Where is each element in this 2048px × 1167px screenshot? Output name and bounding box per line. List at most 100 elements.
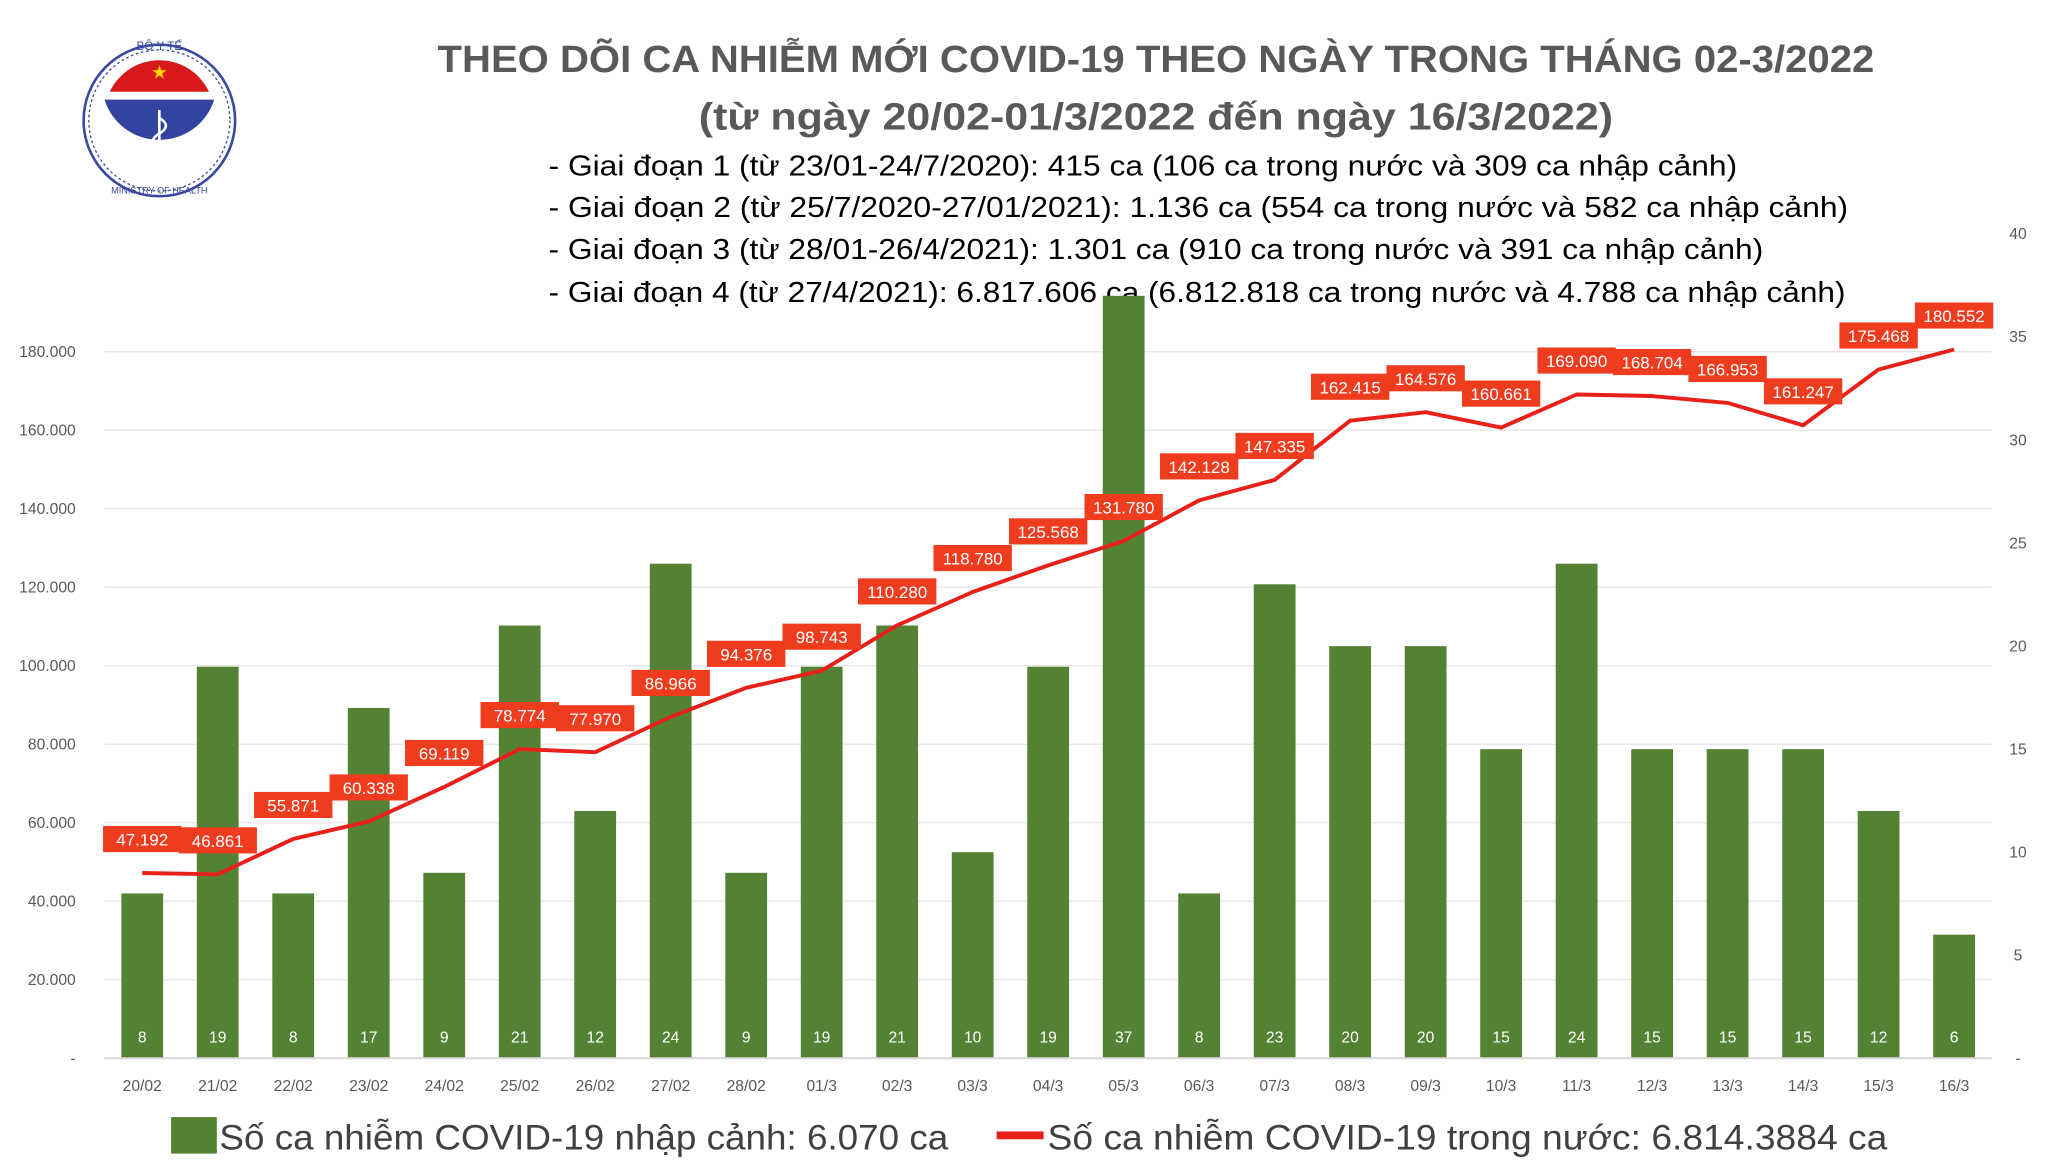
line-label-box	[933, 544, 1012, 572]
x-axis-tick: 08/3	[1335, 1078, 1366, 1095]
line-value-label: 175.468	[1848, 327, 1909, 346]
x-axis-tick: 09/3	[1410, 1078, 1441, 1095]
bar	[121, 893, 164, 1059]
line-value-label: 55.871	[267, 797, 319, 816]
stage-3: - Giai đoạn 3 (từ 28/01-26/4/2021): 1.30…	[549, 234, 1764, 266]
line-label-box	[1688, 355, 1767, 382]
bar	[1706, 749, 1749, 1059]
line-label-box	[178, 827, 257, 854]
chart-subtitle: (từ ngày 20/02-01/3/2022 đến ngày 16/3/2…	[699, 97, 1613, 139]
bar-value-label: 21	[888, 1030, 905, 1047]
bar	[498, 625, 541, 1059]
right-axis-tick: 10	[2009, 844, 2027, 861]
line-value-label: 162.415	[1319, 378, 1380, 397]
line-value-label: 78.774	[494, 707, 546, 726]
line-label-box	[857, 578, 937, 605]
line-value-label: 69.119	[419, 745, 470, 764]
line-value-label: 110.280	[867, 583, 927, 602]
bar-value-label: 8	[289, 1030, 298, 1047]
line-label-box	[707, 640, 786, 667]
bar	[1782, 749, 1824, 1059]
x-axis-tick: 15/3	[1863, 1078, 1894, 1095]
right-axis-tick: 40	[2009, 226, 2027, 243]
line-value-label: 77.970	[569, 710, 621, 729]
x-axis-tick: 28/02	[727, 1078, 766, 1095]
line-value-label: 180.552	[1923, 307, 1984, 326]
svg-text:BỘ Y TẾ: BỘ Y TẾ	[136, 40, 182, 53]
legend-label-line: Số ca nhiễm COVID-19 trong nước: 6.814.3…	[1048, 1119, 1888, 1158]
ministry-of-health-logo: ★ BỘ Y TẾ MINISTRY OF HEALTH	[82, 40, 237, 198]
bar-value-label: 15	[1643, 1030, 1661, 1047]
left-axis-tick: 120.000	[19, 579, 76, 596]
left-axis-tick: 80.000	[28, 736, 76, 753]
x-axis-tick: 14/3	[1788, 1078, 1819, 1095]
line-value-label: 125.568	[1017, 523, 1078, 542]
bar-value-label: 10	[964, 1030, 982, 1047]
line-value-label: 47.192	[116, 831, 168, 850]
bar-value-label: 20	[1417, 1030, 1435, 1047]
x-axis-tick: 20/02	[123, 1078, 162, 1095]
right-axis-tick: 35	[2009, 329, 2027, 346]
left-axis-tick: 40.000	[28, 893, 76, 910]
line-label-box	[1310, 373, 1390, 400]
bar	[1102, 295, 1145, 1059]
line-label-box	[1084, 493, 1163, 521]
svg-text:MINISTRY OF HEALTH: MINISTRY OF HEALTH	[111, 186, 207, 196]
bar	[725, 872, 768, 1059]
bar-value-label: 15	[1794, 1030, 1812, 1047]
bar	[800, 666, 843, 1059]
left-axis-tick: 20.000	[28, 972, 76, 989]
left-axis-tick: 100.000	[19, 658, 76, 675]
x-axis-tick: 10/3	[1486, 1078, 1517, 1095]
bar	[1933, 934, 1975, 1059]
x-axis-tick: 06/3	[1184, 1078, 1215, 1095]
x-axis-tick: 26/02	[576, 1078, 615, 1095]
bar	[1631, 749, 1674, 1059]
bar-value-label: 20	[1341, 1030, 1359, 1047]
x-axis-tick: 04/3	[1033, 1078, 1064, 1095]
x-axis-tick: 02/3	[882, 1078, 913, 1095]
bar-value-label: 19	[1039, 1030, 1056, 1047]
line-value-label: 131.780	[1093, 499, 1154, 518]
legend-swatch-line	[996, 1131, 1044, 1140]
bar	[951, 852, 994, 1059]
bar-value-label: 19	[209, 1030, 226, 1047]
line-value-label: 168.704	[1621, 354, 1682, 373]
bar	[574, 810, 617, 1059]
right-axis-tick: 20	[2009, 638, 2027, 655]
right-axis-tick: -	[2015, 1050, 2020, 1067]
x-axis-tick: 01/3	[806, 1078, 837, 1095]
line-value-label: 60.338	[343, 779, 395, 798]
line-value-label: 166.953	[1697, 360, 1758, 379]
bar	[1480, 749, 1523, 1059]
bar	[1027, 666, 1070, 1059]
line-series	[142, 347, 1955, 877]
x-axis-tick: 16/3	[1939, 1078, 1970, 1095]
bar-value-label: 15	[1492, 1030, 1510, 1047]
bar	[423, 872, 466, 1059]
x-axis-tick: 12/3	[1637, 1078, 1668, 1095]
bar	[1329, 646, 1372, 1059]
right-axis-tick: 30	[2009, 432, 2027, 449]
legend-swatch-bar	[171, 1117, 217, 1154]
bar	[1178, 893, 1221, 1059]
x-axis-tick: 22/02	[274, 1078, 313, 1095]
right-axis-tick: 5	[2014, 947, 2023, 964]
bar-value-label: 24	[662, 1030, 680, 1047]
bar	[1253, 584, 1296, 1059]
line-value-label: 118.780	[943, 550, 1003, 569]
line-label-box	[1537, 347, 1616, 374]
bar-value-label: 12	[586, 1030, 603, 1047]
line-value-label: 142.128	[1168, 458, 1229, 477]
x-axis-tick: 05/3	[1108, 1078, 1139, 1095]
x-axis-tick: 07/3	[1259, 1078, 1290, 1095]
line-value-label: 86.966	[645, 674, 697, 693]
line-label-box	[1763, 378, 1843, 405]
left-axis-tick: 180.000	[19, 344, 76, 361]
line-value-label: 94.376	[720, 645, 772, 664]
bar	[347, 707, 390, 1059]
stage-1: - Giai đoạn 1 (từ 23/01-24/7/2020): 415 …	[549, 150, 1738, 182]
bar-value-label: 12	[1870, 1030, 1887, 1047]
line-label-box	[1159, 453, 1239, 480]
left-axis-tick: 60.000	[28, 815, 76, 832]
